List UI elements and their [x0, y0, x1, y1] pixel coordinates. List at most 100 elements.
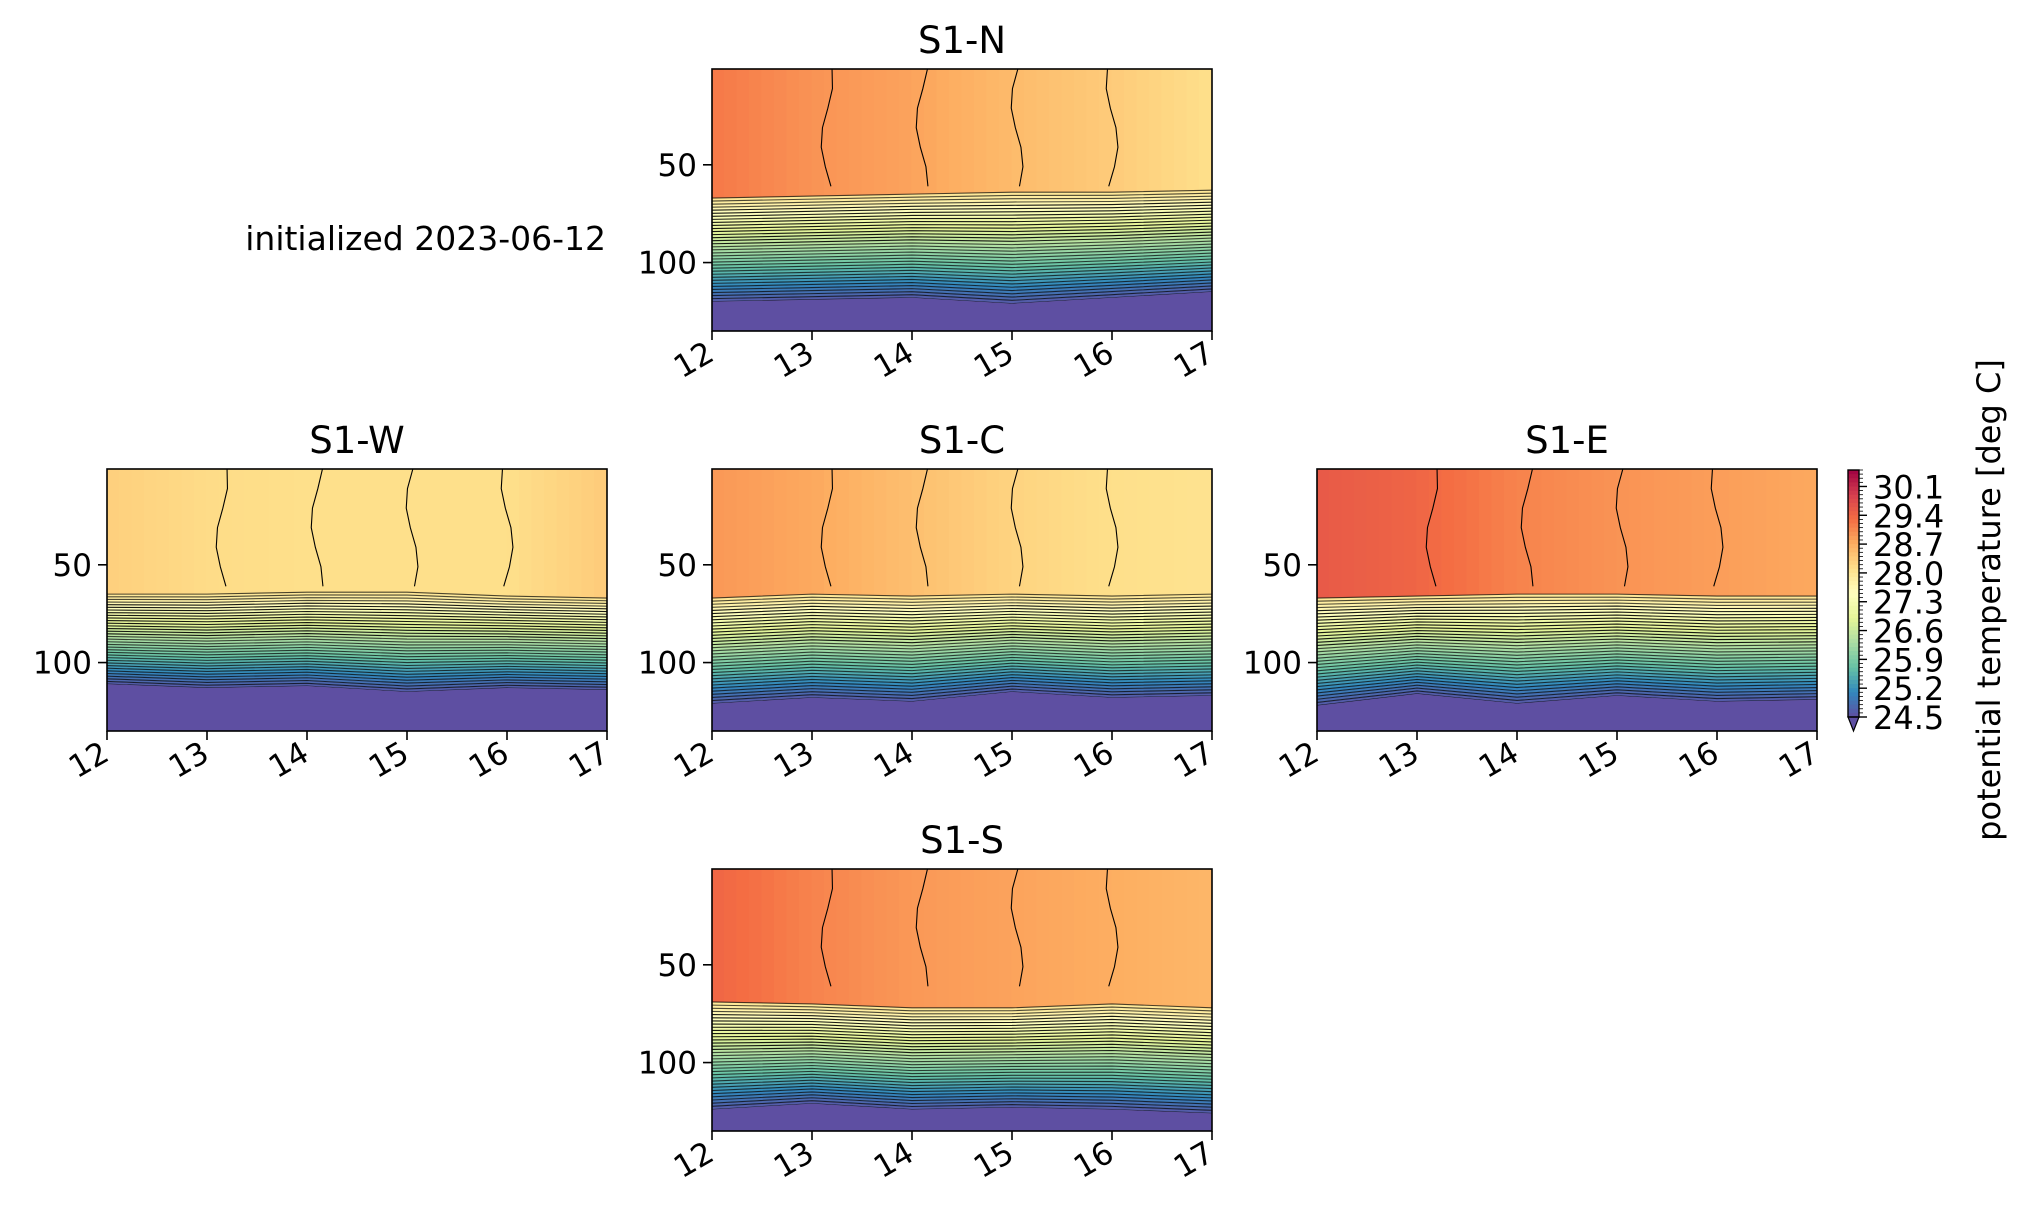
colorbar-label: potential temperature [deg C]	[1970, 359, 2008, 841]
thermocline-band	[1317, 673, 1817, 687]
contour-line	[1317, 670, 1817, 681]
contour-line	[1317, 626, 1817, 634]
colorbar-tick-label: 25.9	[1873, 641, 1944, 679]
mixed-layer-cell	[381, 469, 395, 594]
thermocline-band	[712, 1024, 1212, 1033]
x-tick-label: 13	[768, 735, 820, 786]
mixed-layer-cell	[519, 469, 533, 598]
contour-line	[712, 596, 1212, 602]
axes-frame	[106, 468, 608, 732]
mixed-layer-cell	[344, 469, 358, 594]
contour-line	[405, 469, 419, 587]
mixed-layer-cell	[911, 469, 925, 597]
thermocline-band	[1317, 685, 1817, 700]
mixed-layer-cell	[986, 869, 1000, 1009]
mixed-layer-cell	[949, 469, 963, 597]
x-tick-label: 12	[63, 735, 115, 786]
contour-line	[915, 69, 929, 187]
thermocline-band	[1317, 618, 1817, 627]
colorbar-segment	[1848, 663, 1859, 669]
mixed-layer-cell	[107, 469, 120, 596]
mixed-layer-cell	[1049, 469, 1063, 596]
mixed-layer-cell	[1186, 469, 1200, 596]
contour-line	[107, 630, 607, 637]
mixed-layer-cell	[1161, 469, 1175, 596]
contour-line	[712, 1076, 1212, 1087]
contour-line	[107, 594, 607, 602]
mixed-layer-cell	[1504, 469, 1518, 596]
contour-line	[1317, 681, 1817, 694]
thermocline-band	[712, 1059, 1212, 1070]
mixed-layer-cell	[1566, 469, 1580, 596]
contour-line	[107, 602, 607, 610]
contour-line	[712, 1001, 1212, 1009]
colorbar-segment	[1848, 679, 1859, 685]
mixed-layer-cell	[1591, 469, 1605, 596]
contour-line	[107, 616, 607, 623]
colorbar-segment	[1848, 474, 1859, 479]
colorbar-segment	[1848, 684, 1859, 689]
panel-s1-c: S1-C 50 100 12 13 14 15 16 17	[638, 419, 1220, 786]
colorbar-segment	[1848, 655, 1859, 660]
mixed-layer-cell	[712, 869, 725, 1004]
contour-line	[1317, 638, 1817, 647]
contour-line	[712, 668, 1212, 680]
mixed-layer-cell	[836, 869, 850, 1007]
mixed-layer-cell	[1124, 469, 1138, 597]
mixed-layer-cell	[712, 469, 725, 599]
contour-line	[712, 642, 1212, 652]
colorbar-segment	[1848, 539, 1859, 545]
contour-line	[1317, 687, 1817, 700]
thermocline-band	[1317, 682, 1817, 697]
y-tick-label: 50	[658, 948, 697, 984]
contour-line	[107, 670, 607, 678]
contour-line	[1317, 599, 1817, 605]
x-tick-label: 13	[768, 1135, 820, 1186]
contour-line	[712, 1056, 1212, 1065]
thermocline-band	[107, 608, 607, 617]
colorbar-segment	[1848, 618, 1859, 623]
colorbar-segment	[1848, 581, 1859, 586]
contour-line	[712, 1094, 1212, 1105]
colorbar-extend-min	[1847, 716, 1860, 733]
contour-line	[915, 469, 929, 587]
mixed-layer-cell	[369, 469, 383, 594]
contour-field	[1317, 469, 1817, 731]
contour-line	[712, 240, 1212, 251]
contour-line	[712, 267, 1212, 278]
colorbar-tick-label: 25.2	[1873, 670, 1944, 708]
colorbar-segment	[1848, 700, 1859, 706]
contour-line	[712, 195, 1212, 205]
mixed-layer-cell	[1049, 69, 1063, 194]
contour-line	[712, 662, 1212, 674]
mixed-layer-cell	[531, 469, 545, 598]
mixed-layer-cell	[924, 469, 938, 597]
x-tick-label: 12	[668, 735, 720, 786]
contour-line	[1317, 596, 1817, 602]
thermocline-band	[1317, 635, 1817, 646]
thermocline-band	[712, 1068, 1212, 1080]
thermocline-band	[1317, 688, 1817, 703]
mixed-layer-cell	[1124, 869, 1138, 1006]
mixed-layer-cell	[774, 69, 788, 198]
mixed-layer-cell	[712, 69, 725, 199]
mixed-layer-cell	[974, 69, 988, 194]
mixed-layer-cell	[1024, 69, 1038, 194]
contour-line	[712, 192, 1212, 202]
contour-line	[712, 270, 1212, 282]
thermocline-band	[107, 592, 607, 601]
mixed-layer-cell	[786, 469, 800, 596]
mixed-layer-cell	[1791, 469, 1805, 598]
colorbar-segment	[1848, 638, 1859, 644]
mixed-layer-cell	[131, 469, 145, 596]
contour-line	[107, 675, 607, 684]
mixed-layer-cell	[799, 469, 813, 596]
contour-line	[712, 625, 1212, 633]
mixed-layer-cell	[244, 469, 258, 595]
colorbar-tick-label: 28.7	[1873, 526, 1944, 564]
mixed-layer-cell	[544, 469, 558, 598]
contour-line	[107, 613, 607, 621]
mixed-layer-cell	[1061, 69, 1075, 194]
contour-line	[712, 1100, 1212, 1111]
contour-line	[1317, 661, 1817, 672]
